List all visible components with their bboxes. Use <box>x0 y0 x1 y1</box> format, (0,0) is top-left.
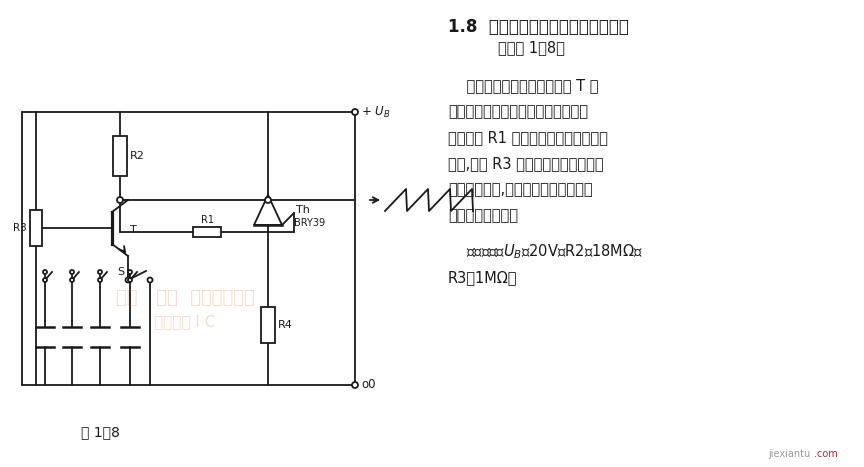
Text: R3＝1MΩ。: R3＝1MΩ。 <box>448 270 518 285</box>
Text: R2: R2 <box>130 151 145 161</box>
Bar <box>261 307 275 343</box>
Circle shape <box>148 277 153 283</box>
Text: 使电容充电电流近似与集电极电压无: 使电容充电电流近似与集电极电压无 <box>448 104 588 119</box>
Text: + $U_B$: + $U_B$ <box>361 105 391 120</box>
Text: Th: Th <box>296 205 310 215</box>
Circle shape <box>43 270 47 274</box>
Text: 图中参数：$U_B$＝20V，R2＝18MΩ，: 图中参数：$U_B$＝20V，R2＝18MΩ， <box>448 242 644 261</box>
Text: o0: o0 <box>361 378 376 391</box>
Text: 范围上改变频率。: 范围上改变频率。 <box>448 208 518 223</box>
Bar <box>113 136 127 176</box>
Circle shape <box>128 278 132 282</box>
Text: BRY39: BRY39 <box>294 218 325 228</box>
Circle shape <box>43 278 47 282</box>
Circle shape <box>265 197 271 203</box>
Text: 幅度,改变 R3 可以改变集电极电流并: 幅度,改变 R3 可以改变集电极电流并 <box>448 156 604 171</box>
Text: 采用有很强负反馈的晶体管 T 可: 采用有很强负反馈的晶体管 T 可 <box>448 78 599 93</box>
Text: R3: R3 <box>13 223 27 233</box>
Circle shape <box>70 278 74 282</box>
Text: 图 1．8: 图 1．8 <box>80 425 119 439</box>
Text: R1: R1 <box>200 215 213 225</box>
Bar <box>193 227 221 237</box>
Text: 1.8  以恒定电流充电的锯齿波发生器: 1.8 以恒定电流充电的锯齿波发生器 <box>448 18 629 36</box>
Text: R4: R4 <box>278 320 293 330</box>
Text: 关。调整 R1 可以得到所要求的锯齿波: 关。调整 R1 可以得到所要求的锯齿波 <box>448 130 608 145</box>
Circle shape <box>98 270 102 274</box>
Text: 全球最大 I C: 全球最大 I C <box>155 314 216 330</box>
Circle shape <box>98 278 102 282</box>
Text: T: T <box>130 225 137 235</box>
Circle shape <box>128 270 132 274</box>
Text: .com: .com <box>814 449 838 459</box>
Circle shape <box>125 277 130 283</box>
Text: S: S <box>117 267 124 277</box>
Circle shape <box>117 197 123 203</box>
Text: 杭州   缝库  电子有限公司: 杭州 缝库 电子有限公司 <box>116 289 254 307</box>
Circle shape <box>352 382 358 388</box>
Bar <box>30 210 42 246</box>
Text: （如图 1．8）: （如图 1．8） <box>498 40 565 55</box>
Text: 以而调节频率,转换电容值可以在更大: 以而调节频率,转换电容值可以在更大 <box>448 182 593 197</box>
Circle shape <box>70 270 74 274</box>
Circle shape <box>352 109 358 115</box>
Text: jiexiantu: jiexiantu <box>768 449 810 459</box>
